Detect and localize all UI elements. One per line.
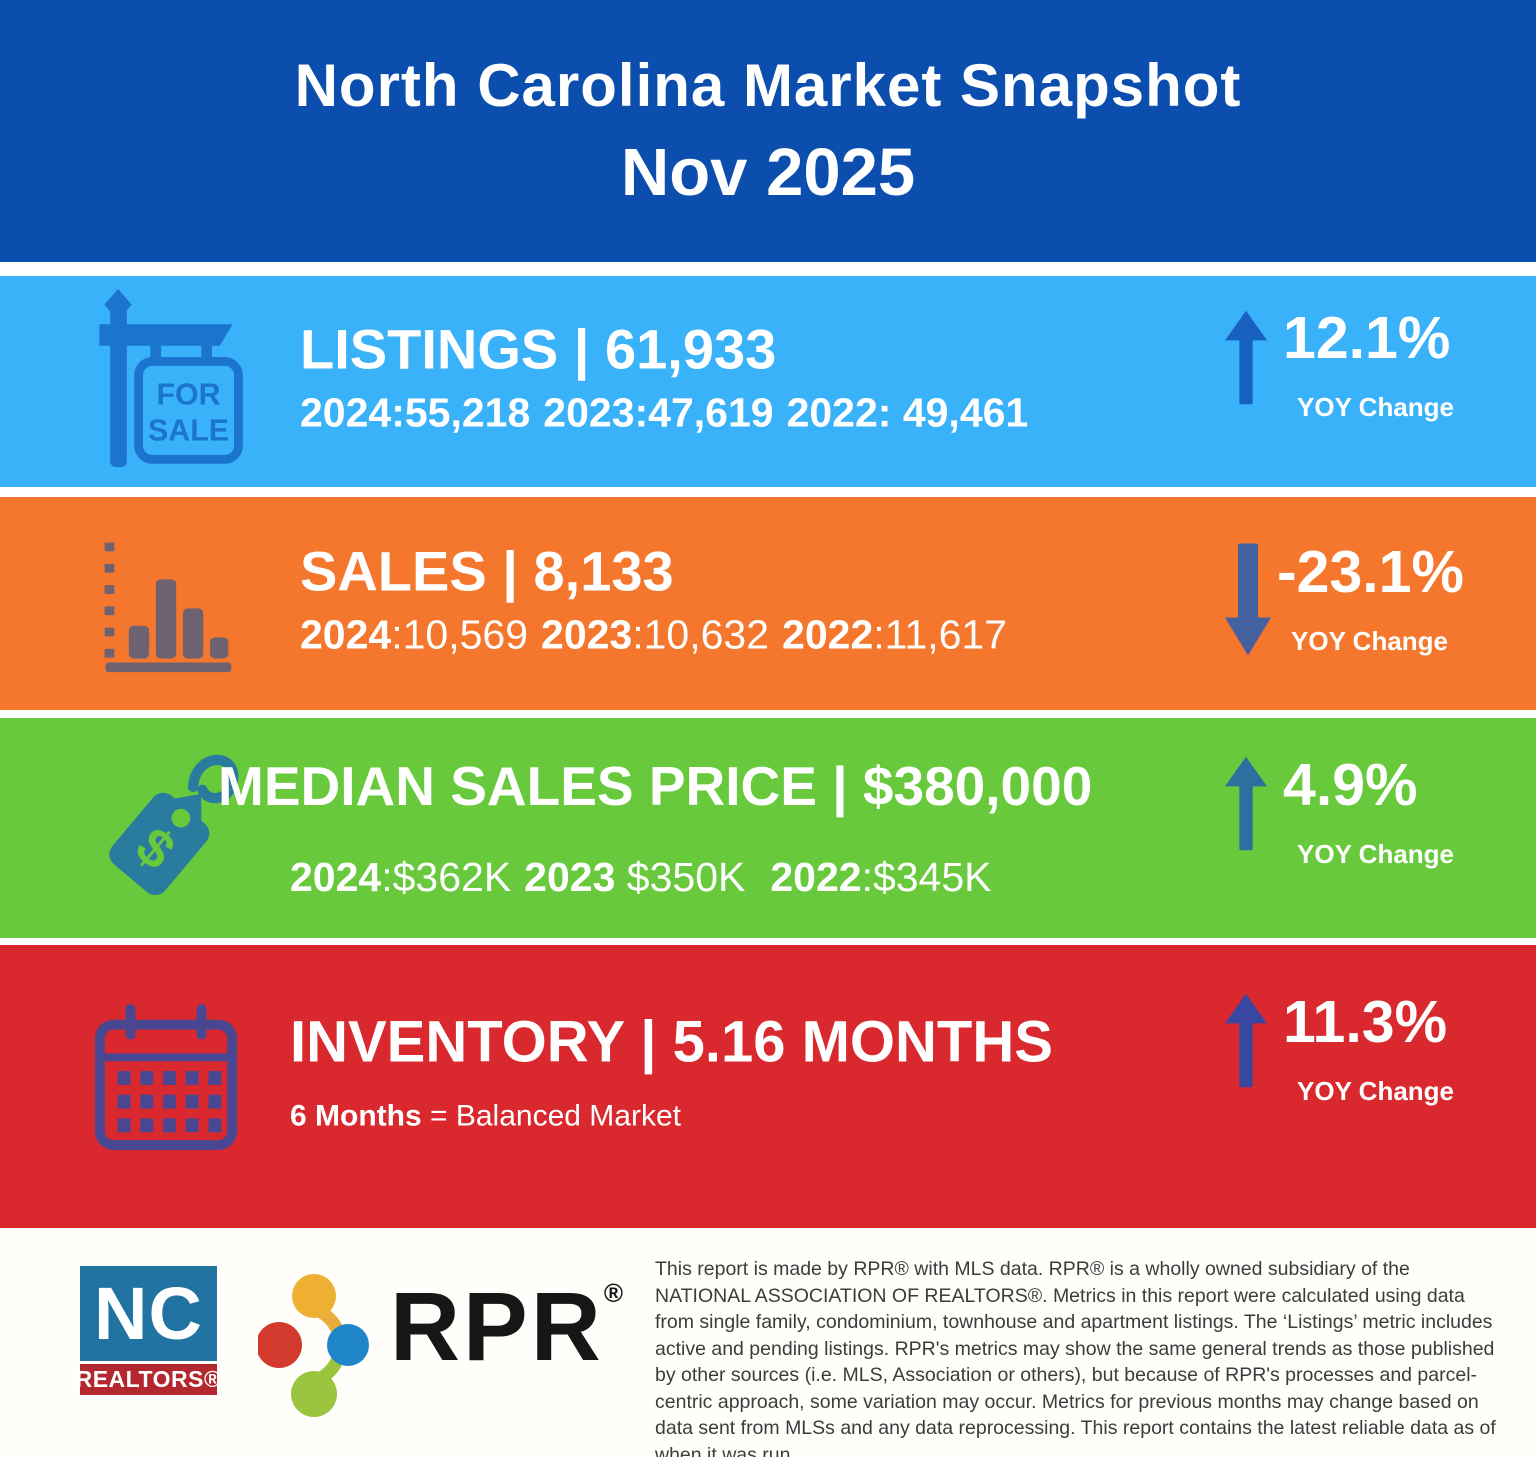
sales-history: 2024:10,569 2023:10,632 2022:11,617 <box>300 611 1007 658</box>
history-2024: 2024:$362K <box>290 854 512 901</box>
history-2022: 2022: 49,461 <box>786 389 1029 436</box>
arrow-up-icon <box>1225 756 1267 851</box>
history-2024: 2024:55,218 <box>300 389 531 436</box>
median-price-yoy-value: 4.9% <box>1283 752 1418 818</box>
sales-content: SALES | 8,133 2024:10,569 2023:10,632 20… <box>300 539 1007 658</box>
footer <box>0 1228 1536 1457</box>
median-price-yoy-label: YOY Change <box>1297 839 1455 869</box>
median-price-title: MEDIAN SALES PRICE | $380,000 <box>218 754 1093 817</box>
history-2022: 2022:11,617 <box>782 611 1008 658</box>
header-band: North Carolina Market Snapshot Nov 2025 <box>0 0 1536 262</box>
for-sale-sign-icon: FOR SALE <box>82 276 250 487</box>
registered-mark: ® <box>603 1278 623 1308</box>
inventory-yoy-value: 11.3% <box>1283 989 1448 1055</box>
inventory-yoy: 11.3% YOY Change <box>1225 993 1454 1107</box>
arrow-up-icon <box>1225 310 1267 405</box>
median-price-content: MEDIAN SALES PRICE | $380,000 2024:$362K… <box>218 755 1092 901</box>
bar-chart-icon <box>82 497 250 710</box>
nc-logo-mark: NC <box>80 1266 217 1361</box>
inventory-note: 6 Months = Balanced Market <box>290 1099 681 1133</box>
calendar-icon <box>82 945 250 1283</box>
listings-title: LISTINGS | 61,933 <box>300 317 777 381</box>
history-2023: 2023:47,619 <box>543 389 774 436</box>
inventory-content: INVENTORY | 5.16 MONTHS 6 Months = Balan… <box>290 1009 1053 1134</box>
nc-realtors-logo: NC REALTORS® <box>76 1266 221 1395</box>
sales-yoy: -23.1% YOY Change <box>1225 543 1464 657</box>
listings-band: FOR SALE LISTINGS | 61,933 2024:55,218 2… <box>0 276 1536 487</box>
listings-yoy-label: YOY Change <box>1297 392 1455 422</box>
sales-yoy-value: -23.1% <box>1277 539 1464 605</box>
history-2023: 2023 $350K <box>524 854 746 901</box>
listings-history: 2024:55,218 2023:47,619 2022: 49,461 <box>300 389 1028 436</box>
listings-content: LISTINGS | 61,933 2024:55,218 2023:47,61… <box>300 317 1028 436</box>
median-price-band: $ MEDIAN SALES PRICE | $380,000 2024:$36… <box>0 718 1536 938</box>
rpr-wordmark: RPR® <box>390 1272 623 1381</box>
for-sale-text-line1: FOR <box>157 378 221 411</box>
sales-band: SALES | 8,133 2024:10,569 2023:10,632 20… <box>0 497 1536 710</box>
history-2024: 2024:10,569 <box>300 611 529 658</box>
median-price-yoy: 4.9% YOY Change <box>1225 756 1454 870</box>
arrow-up-icon <box>1225 993 1267 1088</box>
history-2022: 2022:$345K <box>770 854 992 901</box>
for-sale-text-line2: SALE <box>148 414 229 447</box>
inventory-title: INVENTORY | 5.16 MONTHS <box>290 1009 1053 1075</box>
nc-logo-realtors: REALTORS® <box>76 1364 221 1395</box>
inventory-yoy-label: YOY Change <box>1297 1076 1455 1106</box>
sales-yoy-label: YOY Change <box>1291 626 1449 656</box>
listings-yoy-value: 12.1% <box>1283 305 1451 371</box>
report-date: Nov 2025 <box>620 135 916 210</box>
disclaimer-text: This report is made by RPR® with MLS dat… <box>655 1258 1496 1457</box>
arrow-down-icon <box>1225 543 1271 656</box>
price-tag-icon: $ <box>82 718 250 938</box>
page-title: North Carolina Market Snapshot <box>294 52 1242 119</box>
history-2023: 2023:10,632 <box>541 611 770 658</box>
median-price-history: 2024:$362K 2023 $350K 2022:$345K <box>290 854 1092 901</box>
rpr-molecule-icon <box>258 1274 369 1417</box>
listings-yoy: 12.1% YOY Change <box>1225 309 1454 423</box>
sales-title: SALES | 8,133 <box>300 539 674 603</box>
inventory-band: INVENTORY | 5.16 MONTHS 6 Months = Balan… <box>0 945 1536 1228</box>
